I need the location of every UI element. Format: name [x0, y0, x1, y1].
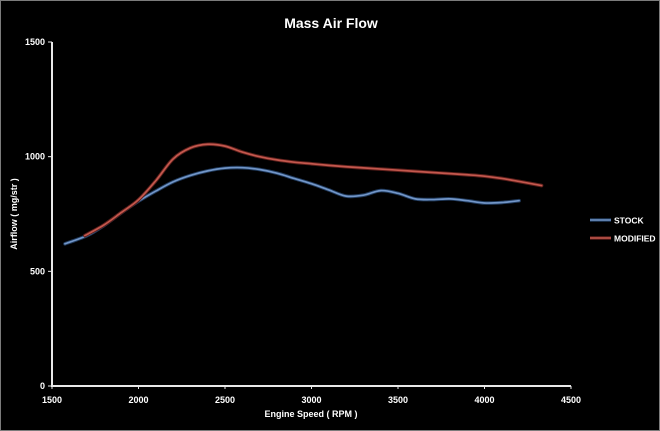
x-tick-label: 2500	[215, 395, 235, 405]
x-tick-label: 4500	[561, 395, 581, 405]
x-tick-label: 2000	[128, 395, 148, 405]
x-tick-label: 4000	[474, 395, 494, 405]
x-tick-label: 3000	[301, 395, 321, 405]
chart-title: Mass Air Flow	[284, 15, 378, 31]
x-tick-label: 1500	[42, 395, 62, 405]
legend-label-stock: STOCK	[614, 216, 644, 226]
y-tick-label: 1000	[25, 152, 45, 162]
series-line-stock	[64, 166, 520, 245]
legend: STOCK MODIFIED	[590, 216, 656, 244]
y-tick-label: 1500	[25, 37, 45, 47]
y-tick-label: 500	[30, 266, 45, 276]
series-line-edge-modified	[83, 142, 544, 238]
series-line-modified	[84, 143, 543, 237]
y-tick-label: 0	[40, 381, 45, 391]
y-axis-title: Airflow ( mg/str )	[9, 178, 19, 250]
legend-label-modified: MODIFIED	[614, 234, 656, 244]
x-axis-title: Engine Speed ( RPM )	[264, 409, 357, 419]
x-tick-label: 3500	[388, 395, 408, 405]
